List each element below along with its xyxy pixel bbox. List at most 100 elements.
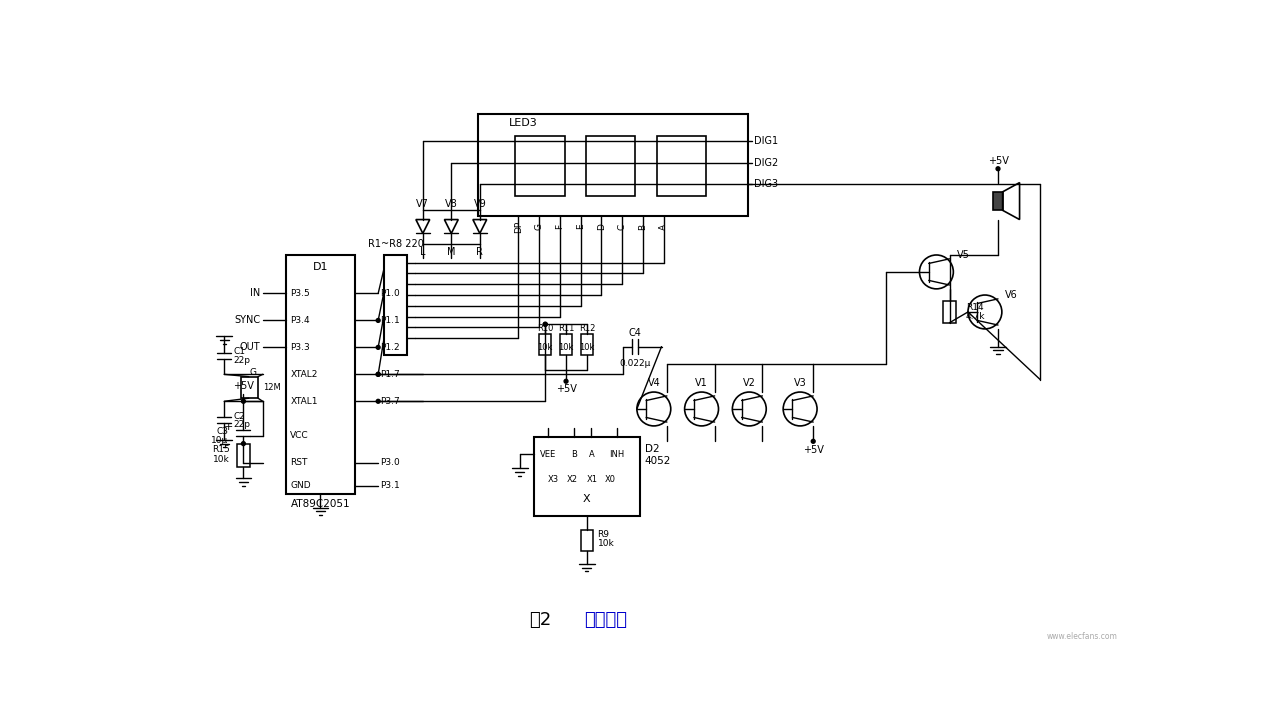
Circle shape [376, 372, 380, 376]
Text: P1.1: P1.1 [380, 316, 400, 325]
Text: X0: X0 [606, 476, 616, 484]
Circle shape [811, 439, 815, 444]
Text: LED3: LED3 [509, 118, 538, 129]
Text: A: A [589, 450, 594, 459]
Text: 10k: 10k [538, 343, 553, 352]
Text: A: A [659, 224, 668, 229]
Bar [580, 333, 593, 355]
Bar [478, 114, 747, 216]
Text: X3: X3 [547, 476, 558, 484]
Text: P1.2: P1.2 [380, 343, 400, 352]
Text: R9: R9 [598, 530, 609, 539]
Bar [580, 530, 593, 552]
Text: F: F [556, 224, 565, 229]
Text: D2: D2 [645, 444, 659, 454]
Text: 10k: 10k [579, 343, 594, 352]
Text: 22p: 22p [233, 356, 250, 365]
Bar [586, 136, 635, 196]
Text: P1.7: P1.7 [380, 370, 400, 379]
Text: RST: RST [291, 458, 307, 468]
Text: 22p: 22p [233, 420, 250, 429]
Text: P3.4: P3.4 [291, 316, 310, 325]
Text: VCC: VCC [291, 431, 309, 441]
Text: XTAL2: XTAL2 [291, 370, 317, 379]
Text: R: R [477, 247, 483, 257]
Text: D: D [597, 223, 606, 230]
Text: www.elecfans.com: www.elecfans.com [1047, 632, 1117, 641]
Text: V5: V5 [956, 250, 969, 260]
Bar [539, 333, 551, 355]
Text: +: + [224, 423, 233, 433]
Text: X: X [583, 494, 590, 504]
Text: X1: X1 [586, 476, 598, 484]
Text: +5V: +5V [556, 384, 576, 394]
Text: L: L [419, 247, 426, 257]
Text: B: B [639, 224, 648, 229]
Text: P3.1: P3.1 [380, 481, 400, 491]
Bar [286, 255, 354, 494]
Circle shape [376, 399, 380, 403]
Text: V3: V3 [794, 378, 807, 388]
Text: 10μ: 10μ [210, 436, 228, 445]
Text: C2: C2 [233, 412, 245, 421]
Bar [657, 136, 706, 196]
Text: DIG2: DIG2 [754, 158, 778, 168]
Text: B: B [571, 450, 576, 459]
Text: 电原理图: 电原理图 [584, 611, 627, 629]
Text: 12M: 12M [263, 383, 280, 392]
Text: V6: V6 [1005, 290, 1017, 300]
Text: INH: INH [609, 450, 625, 459]
Text: +5V: +5V [803, 445, 824, 454]
Circle shape [543, 322, 547, 326]
Text: R11: R11 [558, 324, 574, 333]
Text: 4.7k: 4.7k [965, 312, 986, 321]
Circle shape [241, 441, 245, 446]
Text: R1~R8 220: R1~R8 220 [368, 239, 423, 249]
Text: 图2: 图2 [529, 611, 551, 629]
Text: P3.5: P3.5 [291, 289, 310, 298]
Text: 10k: 10k [213, 454, 230, 463]
Bar [944, 301, 956, 323]
Text: P3.3: P3.3 [291, 343, 310, 352]
Text: IN: IN [250, 288, 260, 298]
Text: R10: R10 [537, 324, 553, 333]
Text: V7: V7 [417, 199, 430, 209]
Text: DIG1: DIG1 [754, 136, 778, 146]
Text: P3.0: P3.0 [380, 458, 400, 468]
Text: +5V: +5V [988, 156, 1009, 166]
Text: R14: R14 [965, 303, 983, 312]
Text: XTAL1: XTAL1 [291, 397, 317, 406]
Text: 10k: 10k [598, 539, 615, 548]
Text: G: G [249, 367, 256, 377]
Text: C4: C4 [629, 327, 641, 338]
Bar [993, 192, 1002, 211]
Text: P3.7: P3.7 [380, 397, 400, 406]
Text: X2: X2 [566, 476, 578, 484]
Bar [515, 136, 565, 196]
Bar [534, 438, 640, 516]
Text: OUT: OUT [240, 343, 260, 352]
Text: 4052: 4052 [645, 456, 671, 465]
Bar [241, 377, 258, 398]
Text: SYNC: SYNC [235, 315, 260, 325]
Text: P1.0: P1.0 [380, 289, 400, 298]
Text: GND: GND [291, 481, 311, 491]
Circle shape [376, 319, 380, 322]
Text: M: M [448, 247, 455, 257]
Text: C3: C3 [215, 427, 228, 436]
Text: DP: DP [514, 221, 523, 232]
Text: V4: V4 [648, 378, 660, 388]
Text: AT89C2051: AT89C2051 [291, 499, 351, 510]
Bar [384, 255, 408, 355]
Text: 10k: 10k [558, 343, 574, 352]
Text: DIG3: DIG3 [754, 179, 778, 189]
Circle shape [376, 346, 380, 349]
Text: +5V: +5V [233, 381, 254, 391]
Text: VEE: VEE [539, 450, 556, 459]
Text: 0.022μ: 0.022μ [620, 359, 652, 368]
Circle shape [543, 322, 547, 326]
Circle shape [996, 167, 1000, 171]
Text: C1: C1 [233, 347, 245, 356]
Circle shape [376, 372, 380, 376]
Text: D1: D1 [312, 261, 328, 272]
